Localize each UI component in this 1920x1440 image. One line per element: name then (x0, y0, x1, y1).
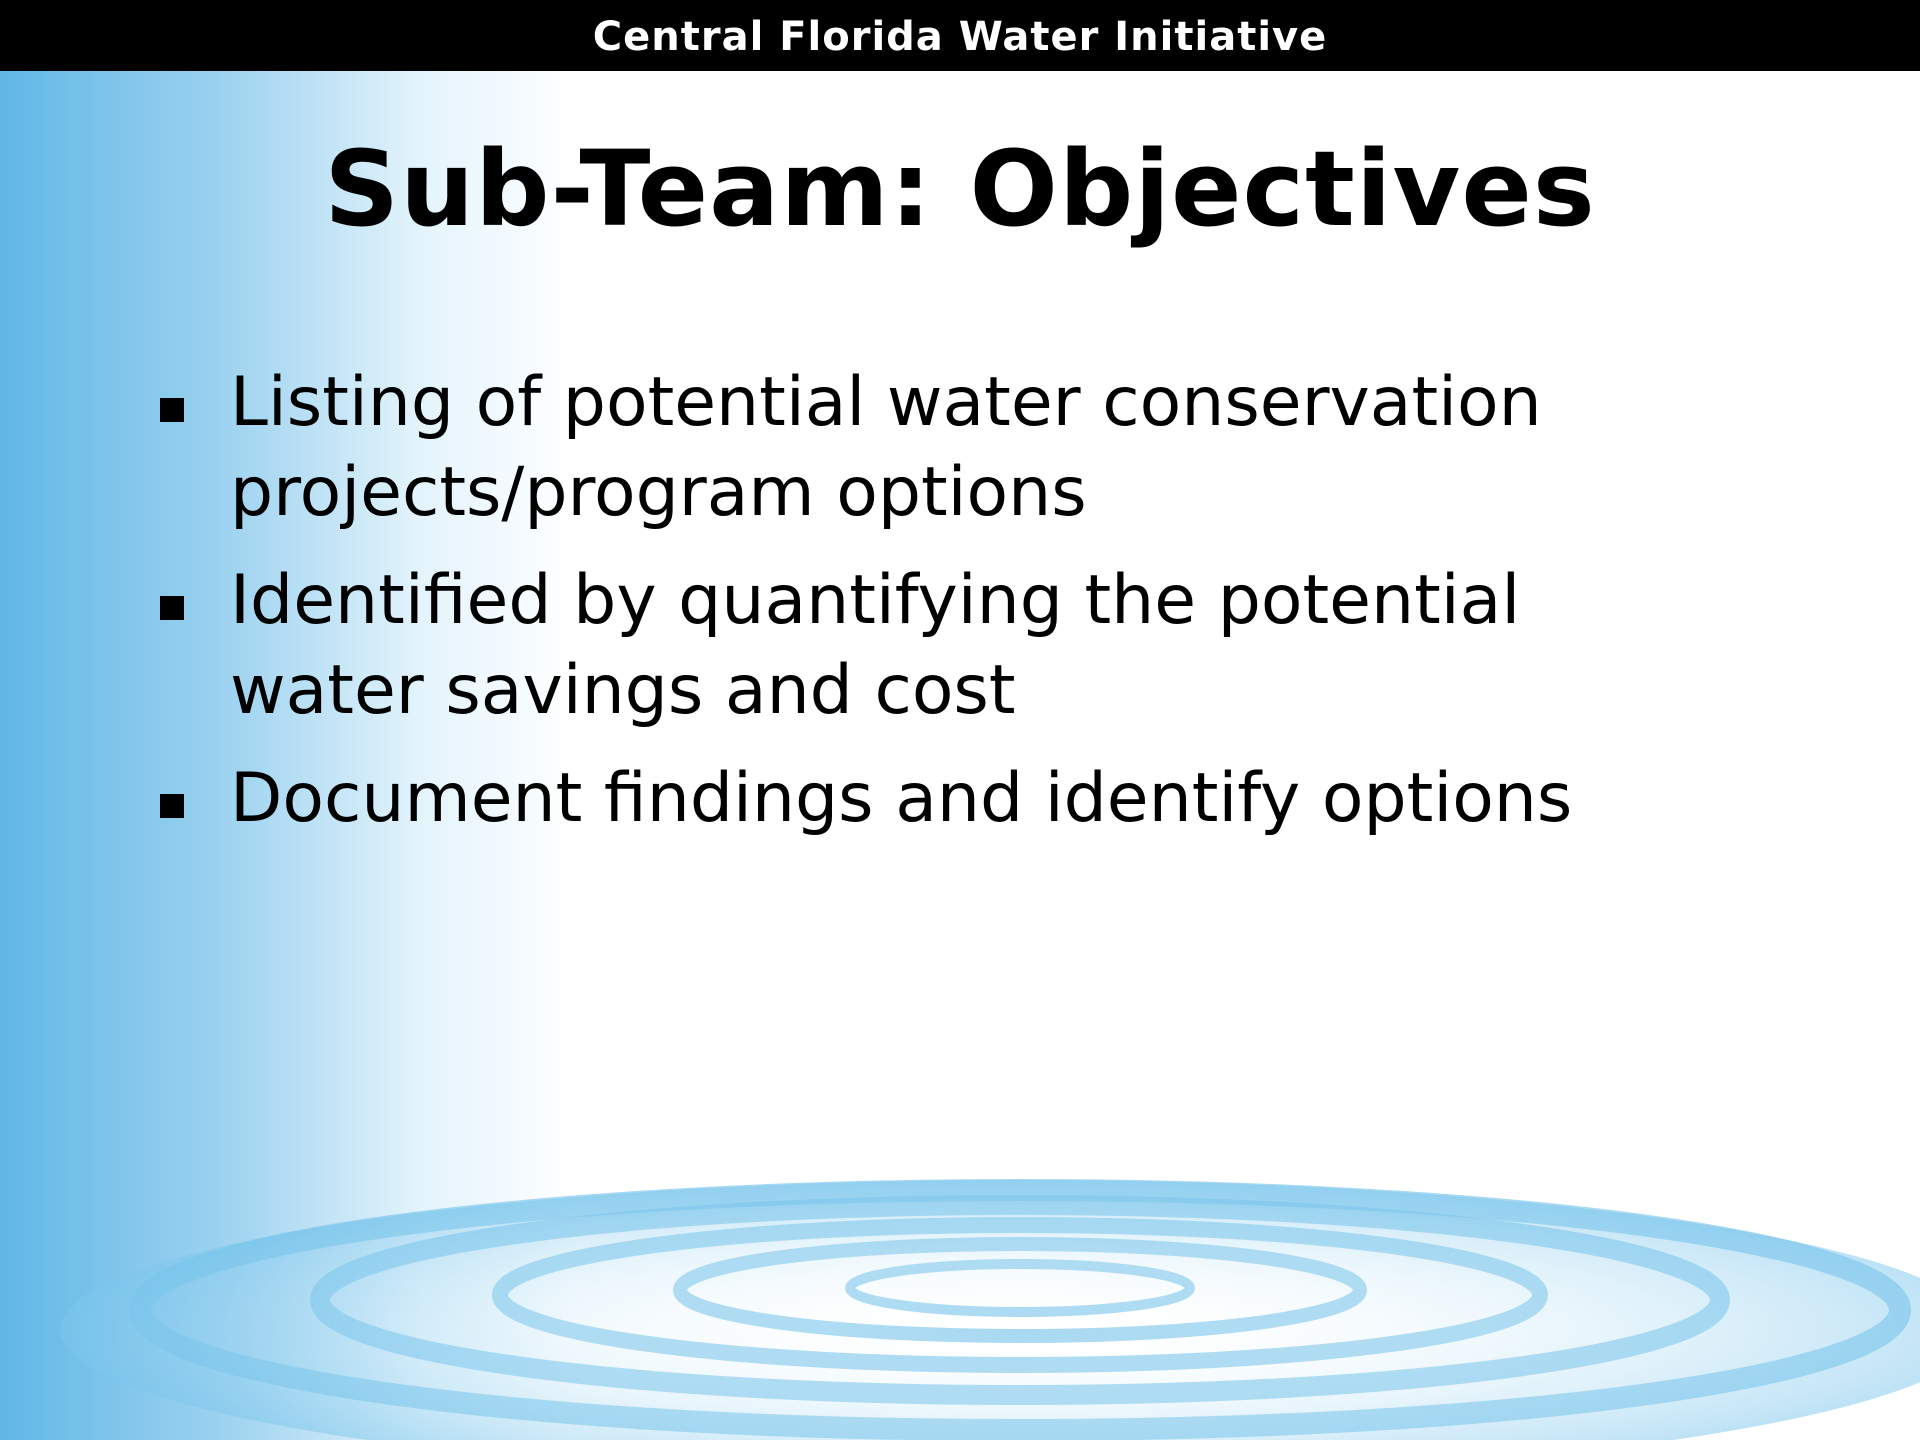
slide: Central Florida Water Initiative Sub-Tea… (0, 0, 1920, 1440)
slide-title: Sub-Team: Objectives (0, 128, 1920, 250)
bullet-marker (160, 794, 184, 818)
bullet-marker (160, 398, 184, 422)
bullet-item: Document findings and identify options (160, 754, 1720, 844)
bullet-marker (160, 596, 184, 620)
bullet-text: Document findings and identify options (230, 759, 1572, 838)
bullet-item: Listing of potential water conservation … (160, 358, 1720, 538)
header-title: Central Florida Water Initiative (593, 14, 1327, 60)
bullet-text: Identified by quantifying the potential … (230, 561, 1520, 730)
bullet-list: Listing of potential water conservation … (160, 358, 1720, 862)
header-bar: Central Florida Water Initiative (0, 0, 1920, 71)
bullet-text: Listing of potential water conservation … (230, 363, 1542, 532)
bullet-item: Identified by quantifying the potential … (160, 556, 1720, 736)
